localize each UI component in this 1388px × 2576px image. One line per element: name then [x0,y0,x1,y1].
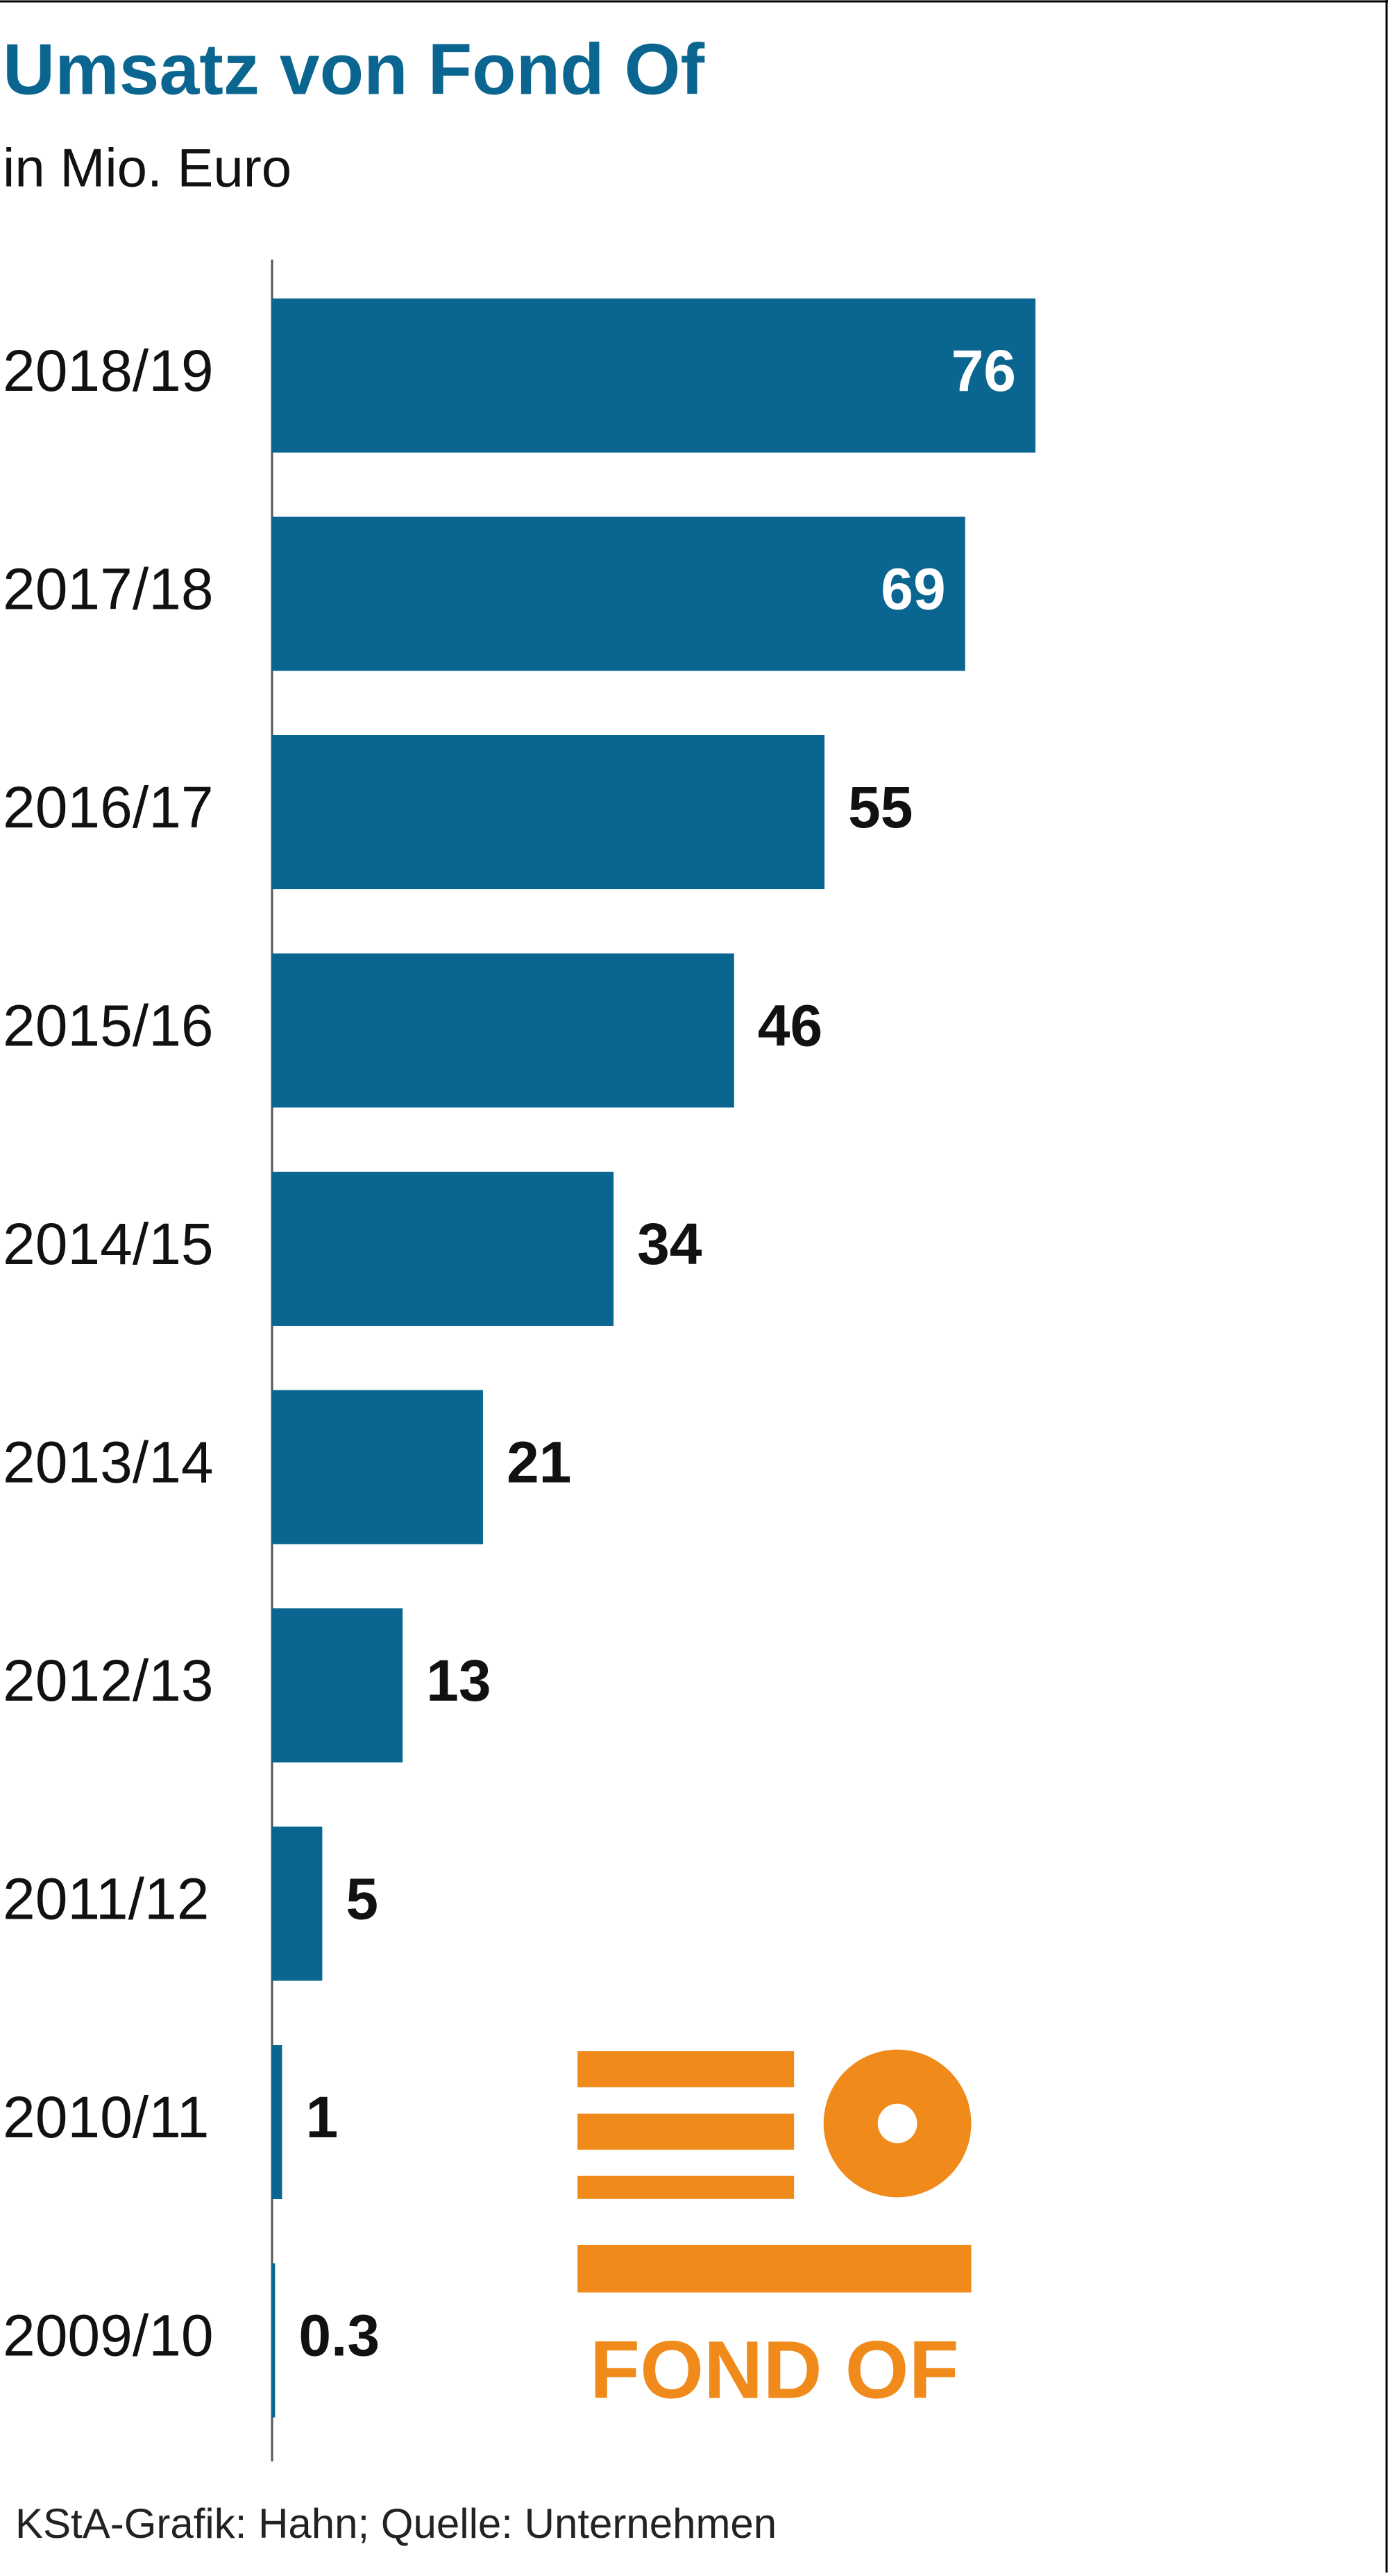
value-label: 1 [305,2085,338,2150]
bar [272,2263,276,2418]
logo-bar [577,2051,795,2088]
bar [272,516,965,671]
y-tick-label: 2017/18 [3,557,214,622]
y-tick-label: 2016/17 [3,775,214,840]
logo-text: FOND OF [590,2324,959,2416]
logo-bar [577,2175,795,2199]
value-label: 76 [951,338,1016,403]
logo-bar [577,2244,972,2293]
chart-title: Umsatz von Fond Of [3,29,704,110]
y-tick-label: 2018/19 [3,338,214,403]
value-label: 5 [346,1867,378,1932]
bar [272,735,825,889]
value-label: 13 [426,1648,491,1713]
chart-subtitle: in Mio. Euro [3,137,291,199]
logo: FOND OF [567,2039,985,2423]
y-tick-label: 2011/12 [3,1867,209,1932]
logo-hole [877,2103,917,2144]
y-tick-label: 2014/15 [3,1211,214,1277]
bar [272,1172,614,1326]
value-label: 21 [507,1430,571,1495]
y-tick-label: 2010/11 [3,2085,209,2150]
y-tick-label: 2015/16 [3,993,214,1059]
y-tick-label: 2009/10 [3,2303,214,2368]
value-label: 55 [848,775,913,840]
bar [272,1390,483,1544]
value-label: 46 [758,993,822,1059]
value-label: 69 [881,557,945,622]
bar [272,1826,323,1981]
value-label: 0.3 [298,2303,380,2368]
y-tick-label: 2013/14 [3,1430,214,1495]
source-note: KStA-Grafik: Hahn; Quelle: Unternehmen [15,2500,777,2547]
value-label: 34 [637,1211,702,1277]
bar [272,2045,282,2199]
logo-bar [577,2113,795,2150]
bar [272,298,1035,453]
y-tick-label: 2012/13 [3,1648,214,1713]
bar [272,1608,403,1762]
bar [272,953,734,1108]
